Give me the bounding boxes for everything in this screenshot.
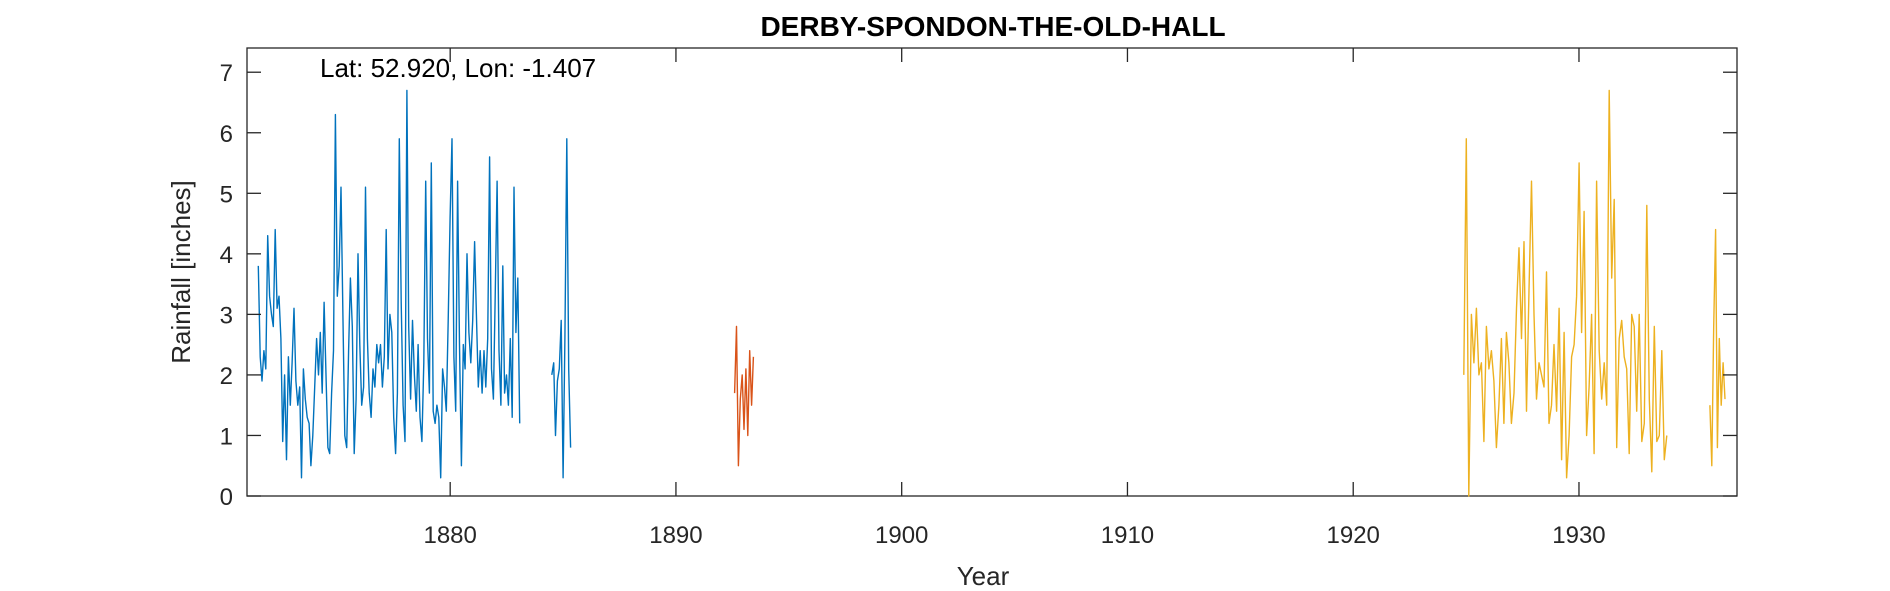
series-3-line-segment-2 bbox=[1709, 228, 1726, 467]
y-tick-label: 2 bbox=[220, 363, 233, 390]
x-tick-label: 1880 bbox=[423, 522, 476, 549]
series-3-line-segment-1 bbox=[1463, 89, 1668, 497]
x-tick-label: 1890 bbox=[649, 522, 702, 549]
y-tick-label: 0 bbox=[220, 484, 233, 511]
x-tick-label: 1920 bbox=[1327, 522, 1380, 549]
x-tick-label: 1900 bbox=[875, 522, 928, 549]
chart-title: DERBY-SPONDON-THE-OLD-HALL bbox=[760, 11, 1225, 42]
series-layer bbox=[257, 89, 1726, 497]
y-tick-label: 5 bbox=[220, 181, 233, 208]
y-tick-label: 3 bbox=[220, 302, 233, 329]
y-tick-label: 1 bbox=[220, 423, 233, 450]
y-tick-label: 7 bbox=[220, 60, 233, 87]
location-annotation: Lat: 52.920, Lon: -1.407 bbox=[320, 53, 596, 83]
x-axis-label: Year bbox=[957, 561, 1010, 591]
series-2-line-segment-1 bbox=[733, 325, 755, 467]
series-1-line-segment-2 bbox=[551, 138, 572, 479]
x-tick-label: 1910 bbox=[1101, 522, 1154, 549]
y-axis-label: Rainfall [inches] bbox=[166, 180, 196, 364]
tick-layer: 1880 1890 1900 1910 1920 1930 0 1 2 3 4 5 6 7 bbox=[220, 48, 1737, 549]
plot-area bbox=[246, 47, 1738, 497]
x-tick-label: 1930 bbox=[1552, 522, 1605, 549]
series-1-line-segment-1 bbox=[257, 89, 521, 479]
y-tick-label: 6 bbox=[220, 121, 233, 148]
y-tick-label: 4 bbox=[220, 242, 233, 269]
